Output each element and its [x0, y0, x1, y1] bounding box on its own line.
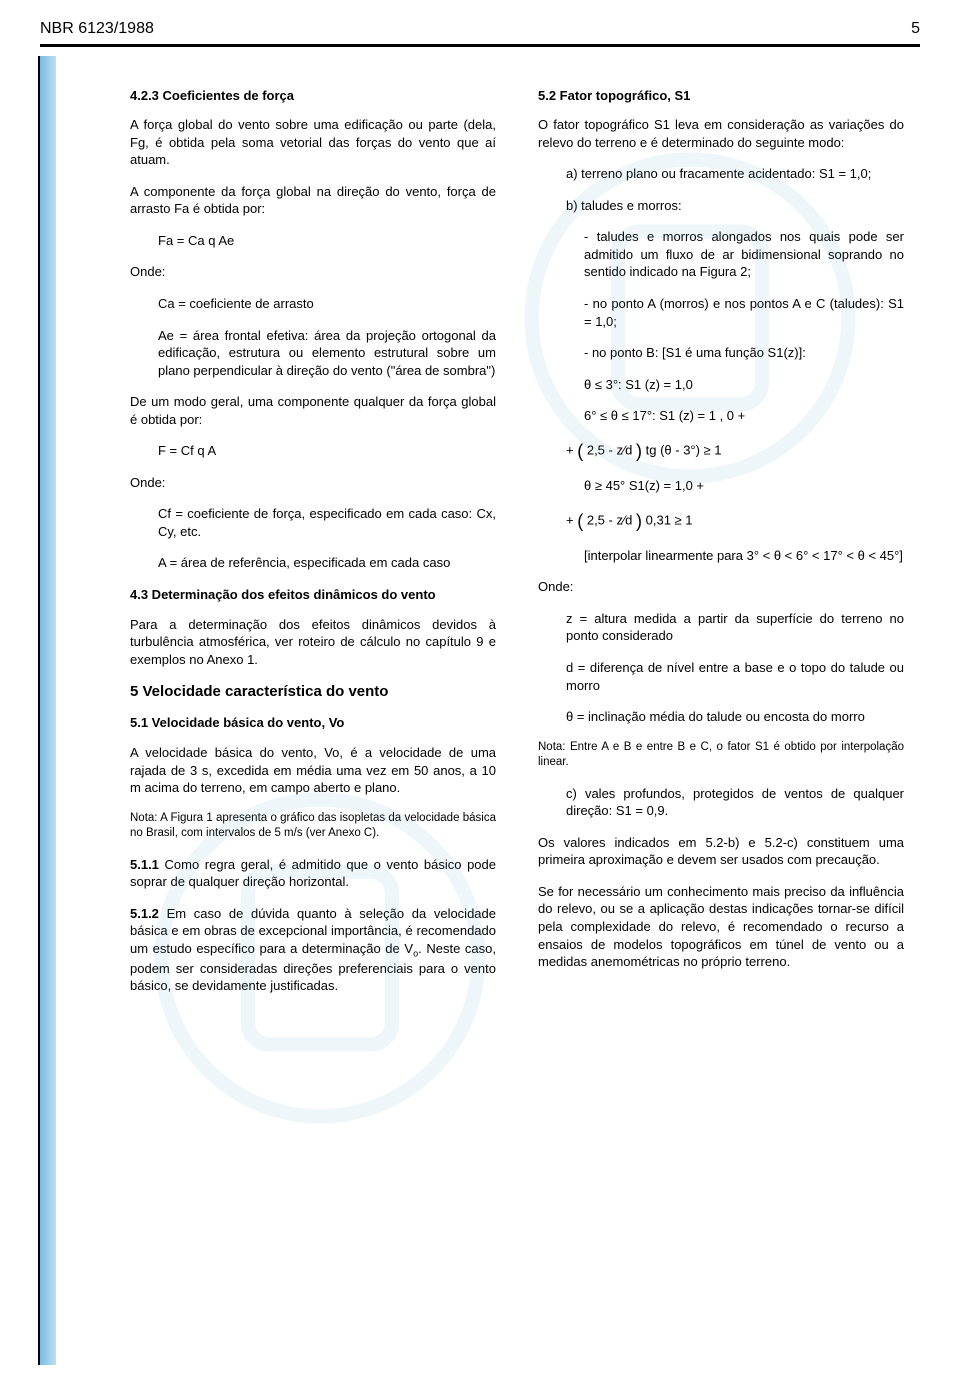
item-b3d: θ ≥ 45° S1(z) = 1,0 +	[584, 477, 904, 495]
item-b3b: 6° ≤ θ ≤ 17°: S1 (z) = 1 , 0 +	[584, 407, 904, 425]
eq-text: tg (θ - 3°) ≥ 1	[646, 442, 722, 457]
eq-text: 0,31 ≥ 1	[646, 512, 693, 527]
sec-5-title: 5 Velocidade característica do vento	[130, 682, 496, 702]
interpolation-note: [interpolar linearmente para 3° < θ < 6°…	[584, 547, 904, 565]
label-onde: Onde:	[130, 474, 496, 492]
page: NBR 6123/1988 5 4.2.3 Coeficientes de fo…	[0, 18, 960, 1385]
note: Nota: Entre A e B e entre B e C, o fator…	[538, 740, 904, 771]
equation-1: + ( 2,5 - z⁄d ) tg (θ - 3°) ≥ 1	[566, 439, 904, 463]
eq-text: 2,5 - z⁄d	[587, 442, 633, 457]
paragraph: O fator topográfico S1 leva em considera…	[538, 116, 904, 151]
eq-text: +	[566, 512, 577, 527]
paragraph-number: 5.1.2	[130, 906, 159, 921]
column-right: 5.2 Fator topográfico, S1 O fator topogr…	[538, 87, 904, 1009]
definition-a: A = área de referência, especificada em …	[158, 554, 496, 572]
label-onde: Onde:	[130, 263, 496, 281]
equation-2: + ( 2,5 - z⁄d ) 0,31 ≥ 1	[566, 509, 904, 533]
item-a: a) terreno plano ou fracamente acidentad…	[566, 165, 904, 183]
paragraph-body: Em caso de dúvida quanto à seleção da ve…	[130, 906, 496, 994]
label-onde: Onde:	[538, 578, 904, 596]
item-b3a: θ ≤ 3°: S1 (z) = 1,0	[584, 376, 904, 394]
side-color-bar	[38, 56, 56, 1365]
item-b2: - no ponto A (morros) e nos pontos A e C…	[584, 295, 904, 330]
definition-ae: Ae = área frontal efetiva: área da proje…	[158, 327, 496, 380]
note: Nota: A Figura 1 apresenta o gráfico das…	[130, 811, 496, 842]
column-left: 4.2.3 Coeficientes de força A força glob…	[130, 87, 496, 1009]
equation: F = Cf q A	[158, 442, 496, 460]
paragraph: Os valores indicados em 5.2-b) e 5.2-c) …	[538, 834, 904, 869]
sec-52-title: 5.2 Fator topográfico, S1	[538, 87, 904, 105]
equation: Fa = Ca q Ae	[158, 232, 496, 250]
paragraph: De um modo geral, uma componente qualque…	[130, 393, 496, 428]
paragraph-body: Como regra geral, é admitido que o vento…	[130, 857, 496, 890]
paragraph-number: 5.1.1	[130, 857, 159, 872]
sec-51-title: 5.1 Velocidade básica do vento, Vo	[130, 714, 496, 732]
definition-ca: Ca = coeficiente de arrasto	[158, 295, 496, 313]
definition-theta: θ = inclinação média do talude ou encost…	[566, 708, 904, 726]
right-paren-icon: )	[636, 439, 642, 463]
header-page-number: 5	[911, 18, 920, 40]
paragraph: A componente da força global na direção …	[130, 183, 496, 218]
header: NBR 6123/1988 5	[40, 18, 920, 47]
left-paren-icon: (	[577, 439, 583, 463]
paragraph: Para a determinação dos efeitos dinâmico…	[130, 616, 496, 669]
paragraph-512: 5.1.2 Em caso de dúvida quanto à seleção…	[130, 905, 496, 995]
item-b: b) taludes e morros:	[566, 197, 904, 215]
definition-z: z = altura medida a partir da superfície…	[566, 610, 904, 645]
paragraph-511: 5.1.1 Como regra geral, é admitido que o…	[130, 856, 496, 891]
header-left: NBR 6123/1988	[40, 18, 154, 40]
eq-text: 2,5 - z⁄d	[587, 512, 633, 527]
sec-423-title: 4.2.3 Coeficientes de força	[130, 87, 496, 105]
left-paren-icon: (	[577, 509, 583, 533]
eq-text: +	[566, 442, 577, 457]
item-c: c) vales profundos, protegidos de ventos…	[566, 785, 904, 820]
content-columns: 4.2.3 Coeficientes de força A força glob…	[0, 47, 960, 1029]
definition-d: d = diferença de nível entre a base e o …	[566, 659, 904, 694]
paragraph: Se for necessário um conhecimento mais p…	[538, 883, 904, 971]
paragraph: A força global do vento sobre uma edific…	[130, 116, 496, 169]
sec-43-title: 4.3 Determinação dos efeitos dinâmicos d…	[130, 586, 496, 604]
right-paren-icon: )	[636, 509, 642, 533]
definition-cf: Cf = coeficiente de força, especificado …	[158, 505, 496, 540]
paragraph: A velocidade básica do vento, Vo, é a ve…	[130, 744, 496, 797]
item-b1: - taludes e morros alongados nos quais p…	[584, 228, 904, 281]
item-b3: - no ponto B: [S1 é uma função S1(z)]:	[584, 344, 904, 362]
